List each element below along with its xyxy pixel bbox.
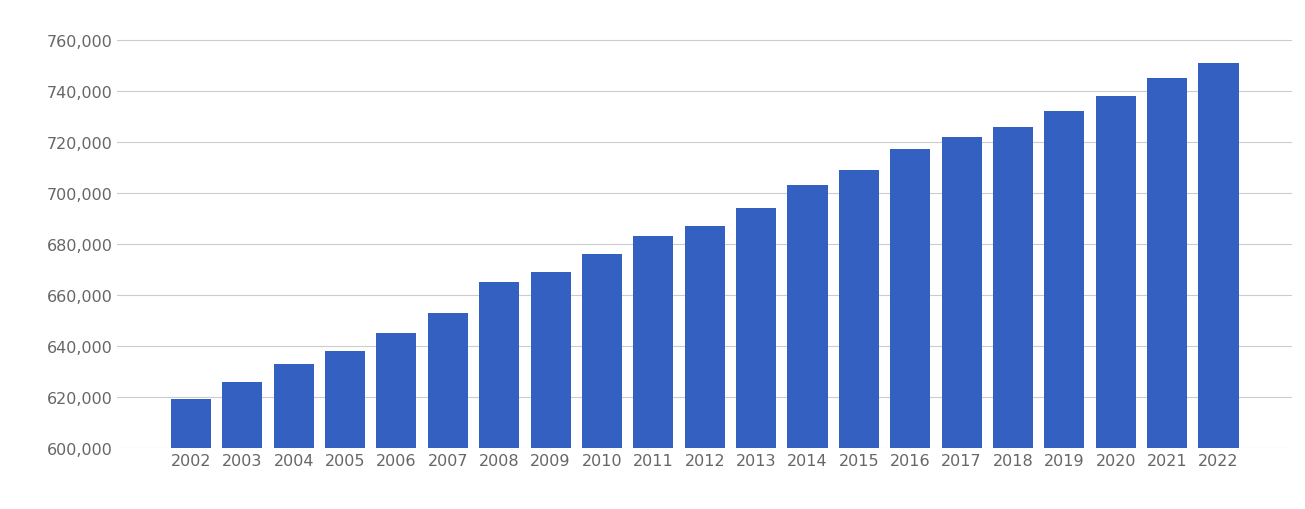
Bar: [633, 237, 673, 509]
Bar: [531, 272, 570, 509]
Bar: [736, 209, 776, 509]
Bar: [890, 150, 930, 509]
Bar: [685, 227, 724, 509]
Bar: [942, 137, 981, 509]
Bar: [428, 313, 467, 509]
Bar: [274, 364, 313, 509]
Bar: [376, 333, 416, 509]
Bar: [582, 254, 622, 509]
Bar: [1044, 112, 1084, 509]
Bar: [1147, 79, 1188, 509]
Bar: [839, 171, 878, 509]
Bar: [993, 127, 1034, 509]
Bar: [222, 382, 262, 509]
Bar: [1198, 64, 1238, 509]
Bar: [1096, 97, 1135, 509]
Bar: [171, 400, 211, 509]
Bar: [787, 186, 827, 509]
Bar: [479, 282, 519, 509]
Bar: [325, 351, 365, 509]
